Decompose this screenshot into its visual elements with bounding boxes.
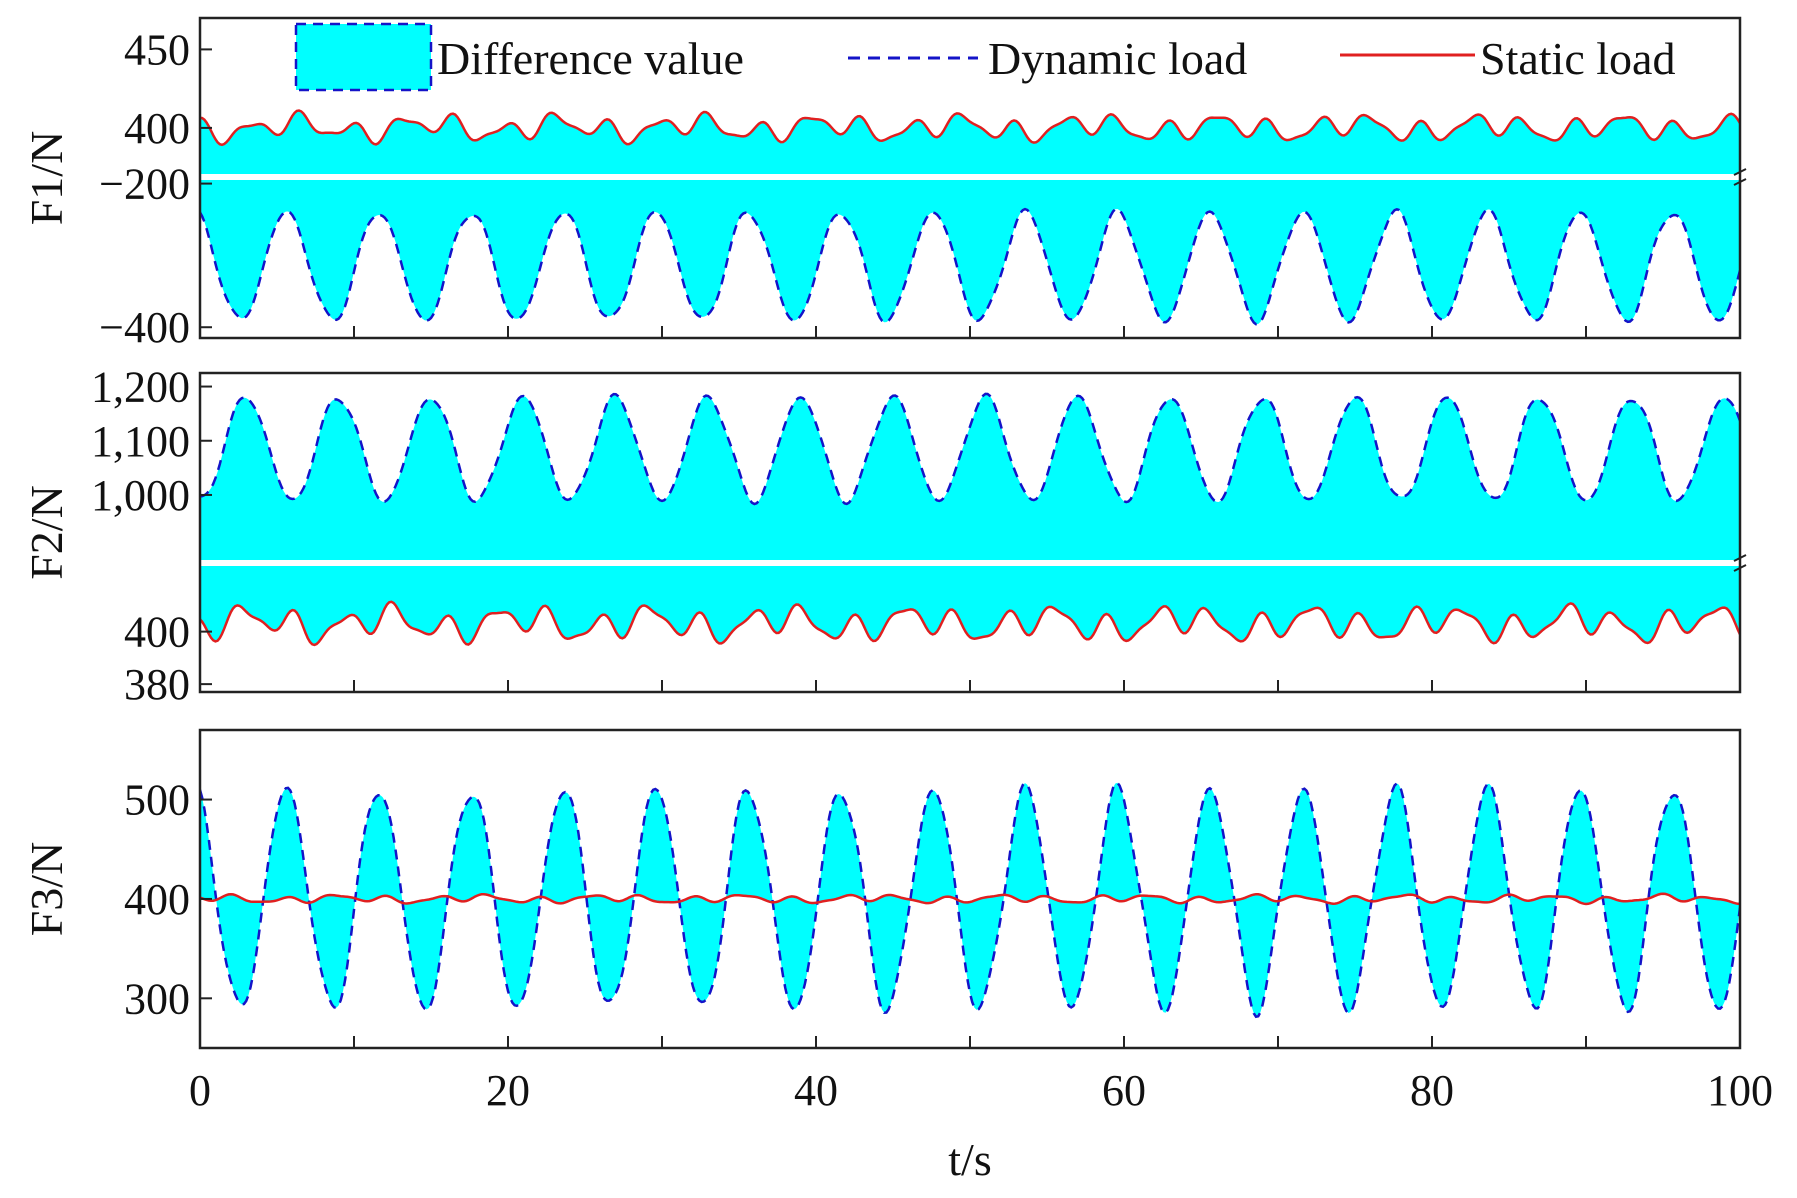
- panel-2-plot: [200, 392, 1740, 647]
- x-tick-label: 80: [1410, 1066, 1454, 1115]
- panel-2-ytick-label: 380: [124, 660, 190, 709]
- panel-3-ytick-label: 400: [124, 875, 190, 924]
- x-tick-label: 40: [794, 1066, 838, 1115]
- panel-1-ytick-label: 400: [124, 104, 190, 153]
- legend-difference-swatch: [294, 22, 433, 92]
- panel-2-dynamic-load-line: [200, 392, 1740, 506]
- panel-3-plot: [200, 781, 1740, 1019]
- legend-static-label: Static load: [1480, 33, 1675, 84]
- x-tick-label: 20: [486, 1066, 530, 1115]
- panel-1-dynamic-load-line: [200, 207, 1740, 326]
- panel-2-ylabel: F2/N: [21, 485, 72, 580]
- panel-3-ytick-label: 500: [124, 776, 190, 825]
- legend-dynamic-label: Dynamic load: [988, 33, 1247, 84]
- panel-2-ytick-label: 1,200: [91, 363, 190, 412]
- x-tick-label: 0: [189, 1066, 211, 1115]
- panel-3-static-load-line: [200, 892, 1740, 906]
- legend-difference-label: Difference value: [437, 33, 744, 84]
- x-axis-label: t/s: [948, 1134, 991, 1185]
- panel-1-ytick-label: −200: [99, 160, 190, 209]
- panel-2-ytick-label: 1,100: [91, 417, 190, 466]
- panel-3-ylabel: F3/N: [21, 842, 72, 937]
- x-tick-label: 60: [1102, 1066, 1146, 1115]
- panel-3-ytick-label: 300: [124, 974, 190, 1023]
- panel-2-ytick-label: 400: [124, 608, 190, 657]
- panel-2-static-load-line: [200, 600, 1740, 647]
- panel-1-ytick-label: −400: [99, 303, 190, 352]
- panel-3-dynamic-load-line: [200, 781, 1740, 1019]
- panel-1-ytick-label: 450: [124, 25, 190, 74]
- panel-2-ytick-label: 1,000: [91, 471, 190, 520]
- panel-1-static-load-line: [200, 109, 1740, 147]
- panel-1-plot: [200, 109, 1740, 326]
- panel-1-ylabel: F1/N: [21, 131, 72, 226]
- panel-1-difference-fill: [200, 110, 1740, 325]
- legend: Difference value Dynamic load Static load: [294, 22, 1675, 92]
- panel-3-difference-fill: [200, 782, 1740, 1017]
- panel-2-difference-fill: [200, 393, 1740, 645]
- x-tick-label: 100: [1707, 1066, 1773, 1115]
